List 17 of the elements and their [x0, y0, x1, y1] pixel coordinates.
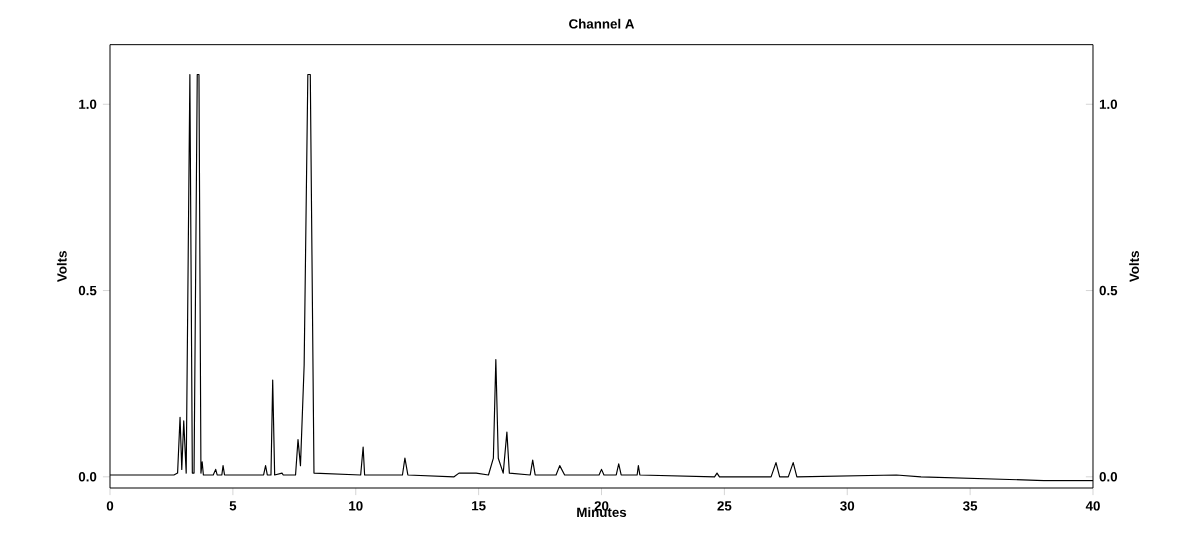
- y-tick-label: 0.0: [78, 472, 97, 482]
- x-tick-label: 35: [963, 501, 978, 511]
- y-axis-title: Volts: [56, 251, 67, 283]
- x-tick-label: 40: [1085, 501, 1100, 511]
- x-tick-label: 10: [349, 501, 363, 511]
- y-tick-label: 0.5: [78, 285, 97, 296]
- y2-axis-title: Volts: [1129, 251, 1139, 283]
- y2-tick-label: 0.0: [1099, 472, 1118, 482]
- chart-title: Channel A: [569, 18, 635, 29]
- x-tick-label: 25: [717, 501, 732, 511]
- y2-tick-label: 0.5: [1099, 285, 1118, 296]
- x-tick-label: 0: [106, 501, 114, 511]
- y2-tick-label: 1.0: [1099, 99, 1118, 109]
- x-tick-label: 5: [229, 501, 237, 511]
- y-tick-label: 1.0: [79, 99, 97, 109]
- x-tick-label: 30: [840, 501, 855, 511]
- x-tick-label: 15: [472, 501, 486, 511]
